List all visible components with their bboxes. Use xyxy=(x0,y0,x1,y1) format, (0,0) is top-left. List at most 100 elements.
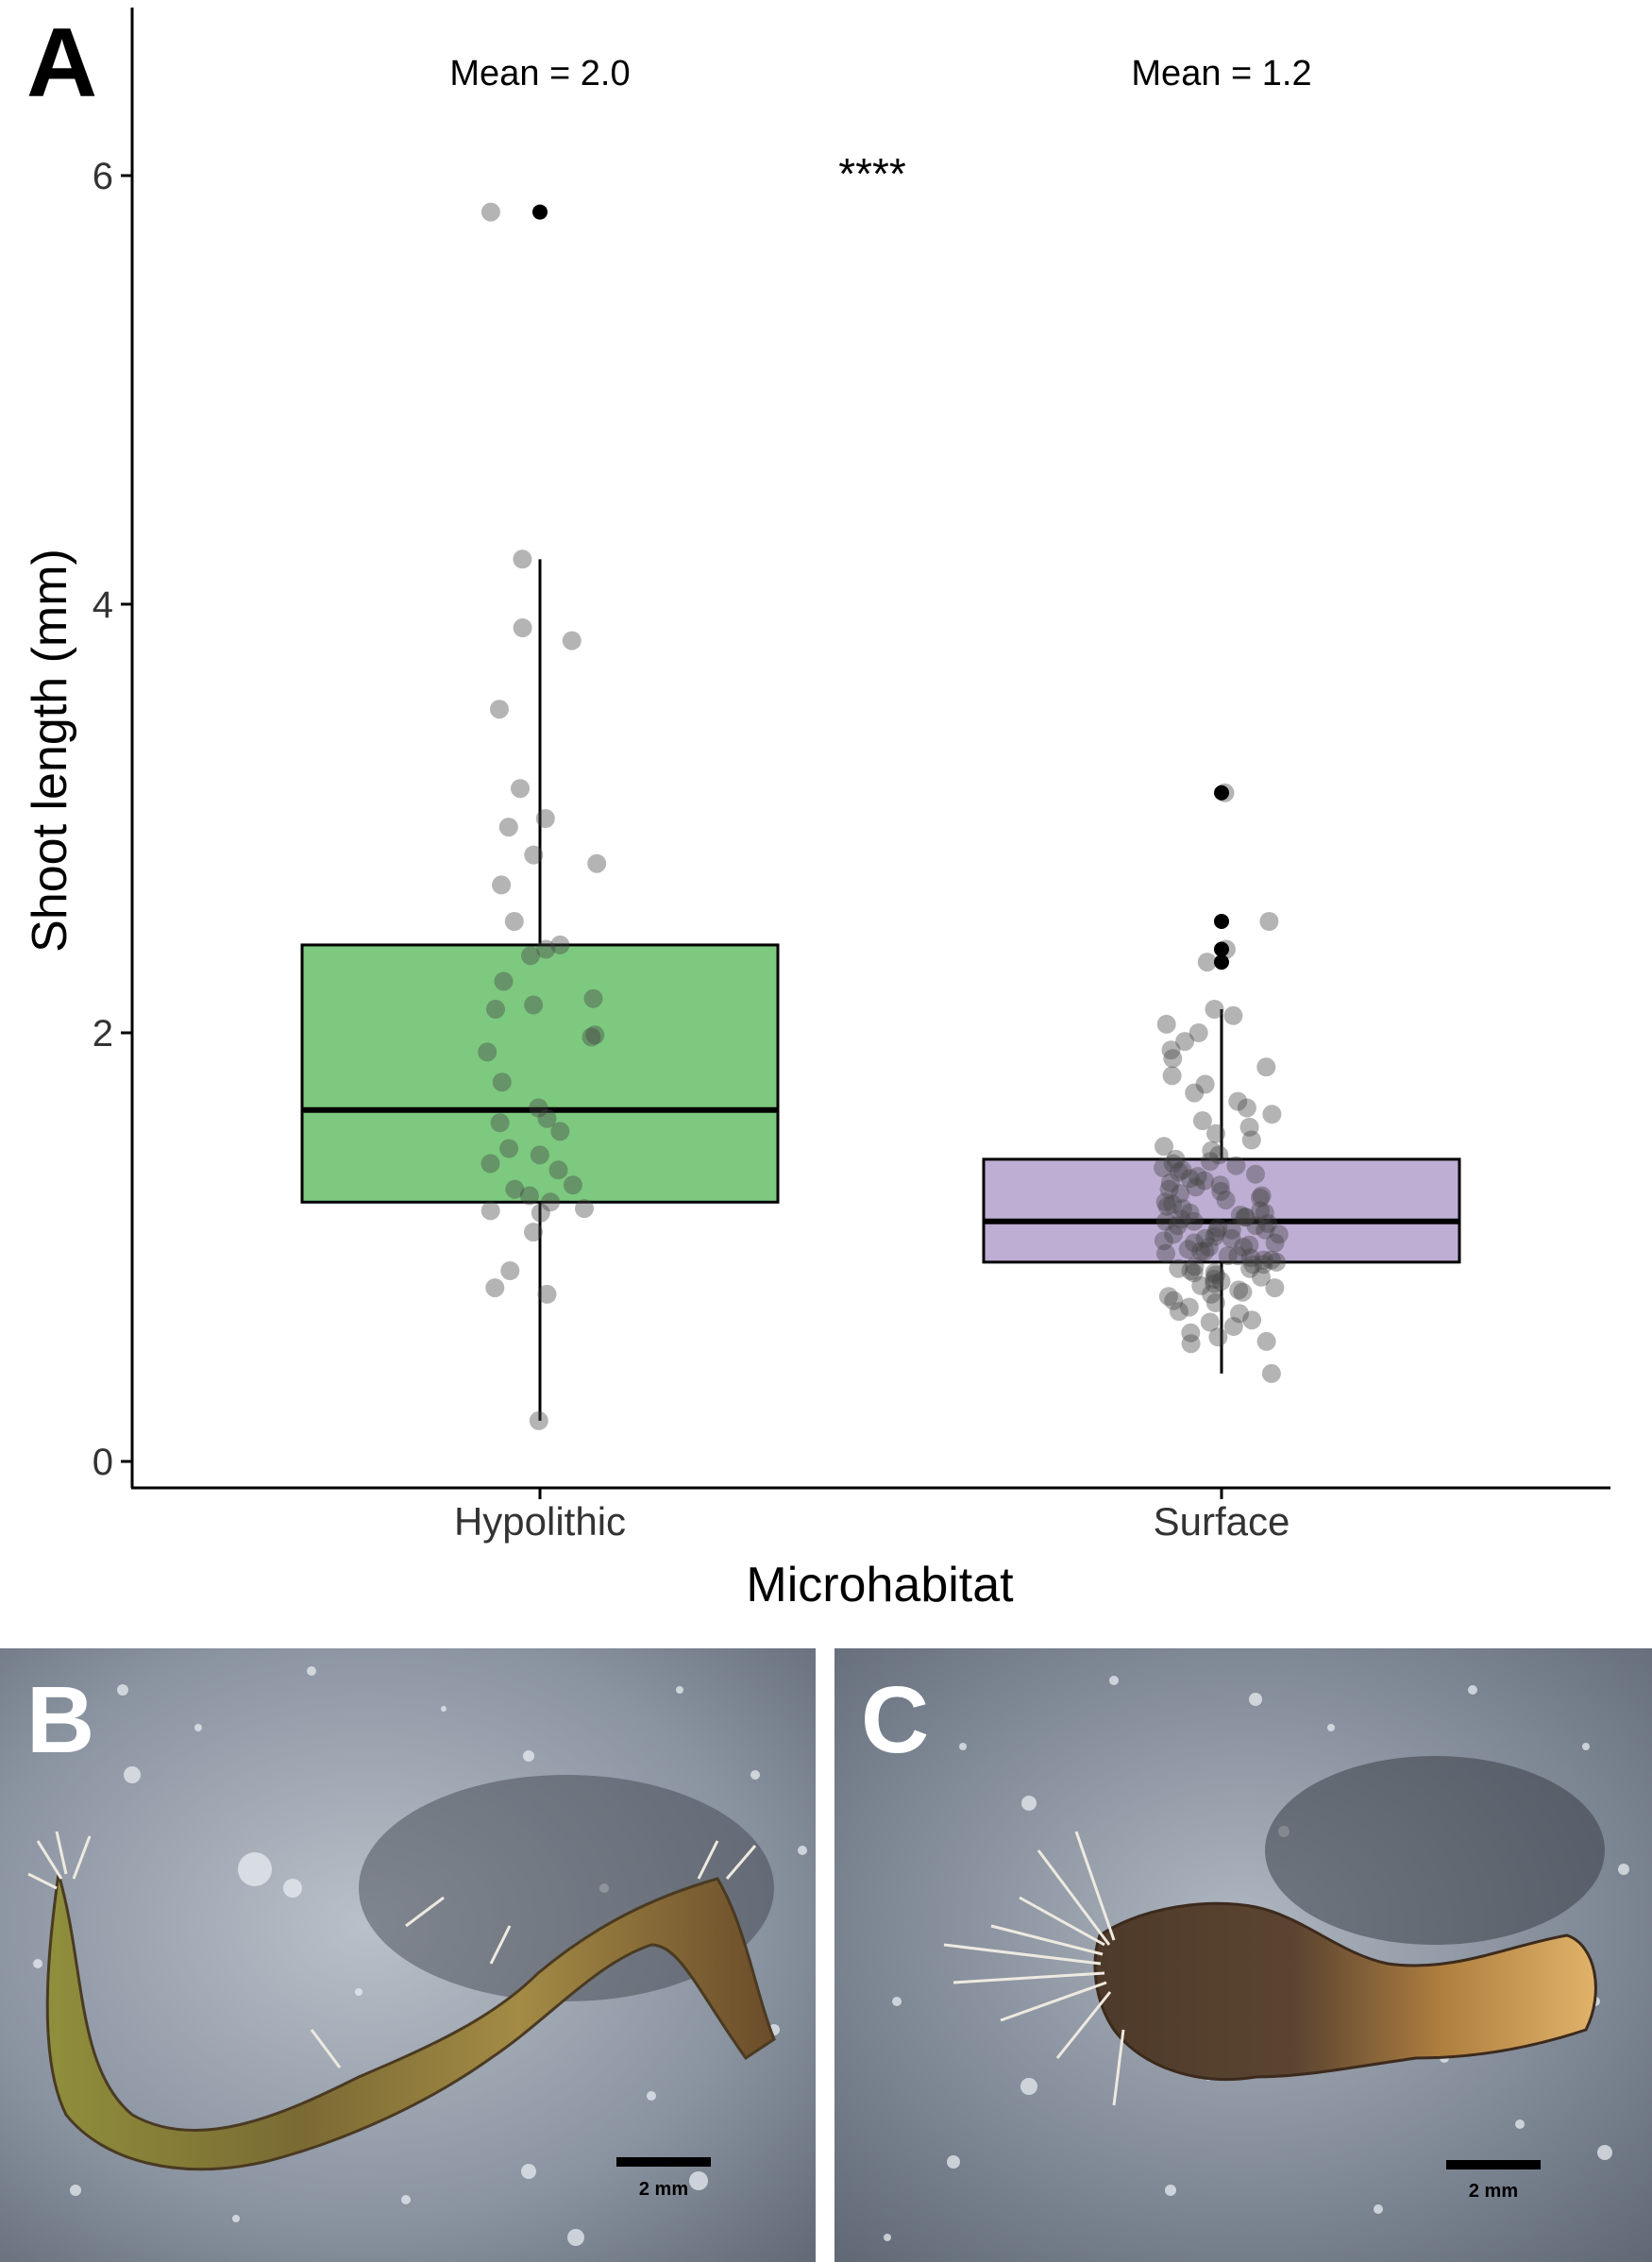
point-surface xyxy=(1185,1233,1205,1253)
point-hypolithic xyxy=(511,779,530,799)
point-surface xyxy=(1254,1255,1273,1274)
point-surface xyxy=(1154,1158,1173,1177)
point-surface xyxy=(1236,1207,1256,1227)
point-surface xyxy=(1265,1233,1285,1253)
point-surface xyxy=(1195,1241,1215,1261)
point-hypolithic xyxy=(535,809,555,828)
point-surface xyxy=(1205,1263,1224,1283)
point-surface xyxy=(1155,1137,1173,1156)
mean-label-hypolithic: Mean = 2.0 xyxy=(449,54,630,93)
outlier-surface xyxy=(1214,785,1229,801)
point-surface xyxy=(1239,1117,1259,1137)
point-surface xyxy=(1178,1240,1198,1259)
point-surface xyxy=(1256,1057,1276,1077)
point-surface xyxy=(1205,1000,1224,1019)
point-hypolithic xyxy=(524,845,544,865)
point-surface xyxy=(1240,1248,1260,1268)
point-surface xyxy=(1192,1111,1212,1131)
point-surface xyxy=(1252,1267,1271,1287)
point-hypolithic xyxy=(492,1072,512,1092)
point-surface xyxy=(1181,1323,1201,1342)
scale-bar-label-c: 2 mm xyxy=(1469,2181,1518,2202)
point-surface xyxy=(1223,1317,1243,1336)
point-surface xyxy=(1211,1182,1231,1201)
point-surface xyxy=(1154,1231,1173,1251)
point-surface xyxy=(1172,1209,1191,1229)
y-tick-label: 6 xyxy=(93,156,113,197)
point-surface xyxy=(1246,1216,1266,1236)
point-surface xyxy=(1228,1091,1248,1111)
y-tick-label: 0 xyxy=(93,1442,113,1483)
y-axis-title: Shoot length (mm) xyxy=(23,549,77,953)
point-hypolithic xyxy=(519,1186,539,1206)
point-hypolithic xyxy=(505,1179,525,1199)
photo-c-rhizoids xyxy=(943,1831,1125,2106)
point-surface xyxy=(1181,1261,1201,1280)
point-surface xyxy=(1208,1218,1228,1238)
point-surface xyxy=(1265,1278,1285,1298)
point-hypolithic xyxy=(563,1175,582,1195)
point-surface xyxy=(1228,1246,1248,1266)
point-surface xyxy=(1164,1291,1184,1310)
point-surface xyxy=(1261,1363,1281,1383)
point-surface xyxy=(1169,1258,1188,1278)
point-surface xyxy=(1230,1304,1249,1324)
point-surface xyxy=(1158,1287,1178,1307)
point-surface xyxy=(1209,1145,1229,1165)
x-axis-title: Microhabitat xyxy=(746,1558,1014,1612)
outlier-surface xyxy=(1214,941,1229,957)
point-surface xyxy=(1200,1312,1220,1332)
point-surface xyxy=(1162,1066,1182,1086)
point-hypolithic xyxy=(587,853,607,873)
y-axis-ticks: 0 2 4 6 xyxy=(93,156,132,1483)
point-surface xyxy=(1191,1241,1211,1261)
point-surface xyxy=(1156,1243,1175,1263)
point-surface xyxy=(1237,1098,1256,1118)
point-surface xyxy=(1155,1192,1175,1212)
point-hypolithic xyxy=(521,946,540,966)
point-surface xyxy=(1205,1265,1225,1285)
point-hypolithic xyxy=(575,1199,594,1219)
point-hypolithic xyxy=(531,1203,550,1223)
point-surface xyxy=(1163,1194,1183,1214)
point-hypolithic xyxy=(485,1278,505,1298)
photo-b-rhizoids xyxy=(27,1831,757,2068)
point-surface xyxy=(1188,1023,1208,1042)
point-surface xyxy=(1156,1014,1176,1034)
point-surface xyxy=(1261,1250,1281,1270)
point-hypolithic xyxy=(490,700,509,719)
point-surface xyxy=(1246,1164,1265,1184)
point-surface xyxy=(1241,1130,1261,1150)
point-surface xyxy=(1161,1040,1181,1060)
point-surface xyxy=(1256,1220,1275,1240)
point-hypolithic xyxy=(582,1027,601,1047)
point-hypolithic xyxy=(498,818,518,837)
point-surface xyxy=(1186,1177,1205,1197)
point-surface xyxy=(1254,1250,1273,1270)
point-hypolithic xyxy=(562,631,582,650)
point-surface xyxy=(1258,1214,1278,1233)
point-surface xyxy=(1262,1105,1282,1124)
point-surface xyxy=(1210,1175,1230,1195)
point-surface xyxy=(1242,1310,1262,1330)
point-surface xyxy=(1206,1223,1226,1242)
scale-bar-label-b: 2 mm xyxy=(639,2179,688,2200)
point-surface xyxy=(1199,1238,1219,1257)
point-hypolithic xyxy=(480,202,500,222)
point-surface xyxy=(1180,1203,1200,1223)
photo-c-shadow xyxy=(1265,1756,1605,1945)
point-surface xyxy=(1181,1334,1201,1354)
point-surface xyxy=(1267,1252,1287,1272)
point-surface xyxy=(1269,1224,1289,1244)
point-hypolithic xyxy=(492,875,512,895)
point-surface xyxy=(1226,1156,1246,1175)
point-surface xyxy=(1256,1331,1276,1351)
point-surface xyxy=(1223,1005,1243,1025)
point-surface xyxy=(1185,1257,1205,1276)
point-hypolithic xyxy=(478,1042,497,1062)
photo-b-moss-shoot xyxy=(45,1873,776,2171)
panel-letter-c: C xyxy=(861,1667,929,1773)
point-surface xyxy=(1259,912,1279,931)
point-surface xyxy=(1169,1302,1188,1322)
point-surface xyxy=(1243,1255,1263,1274)
